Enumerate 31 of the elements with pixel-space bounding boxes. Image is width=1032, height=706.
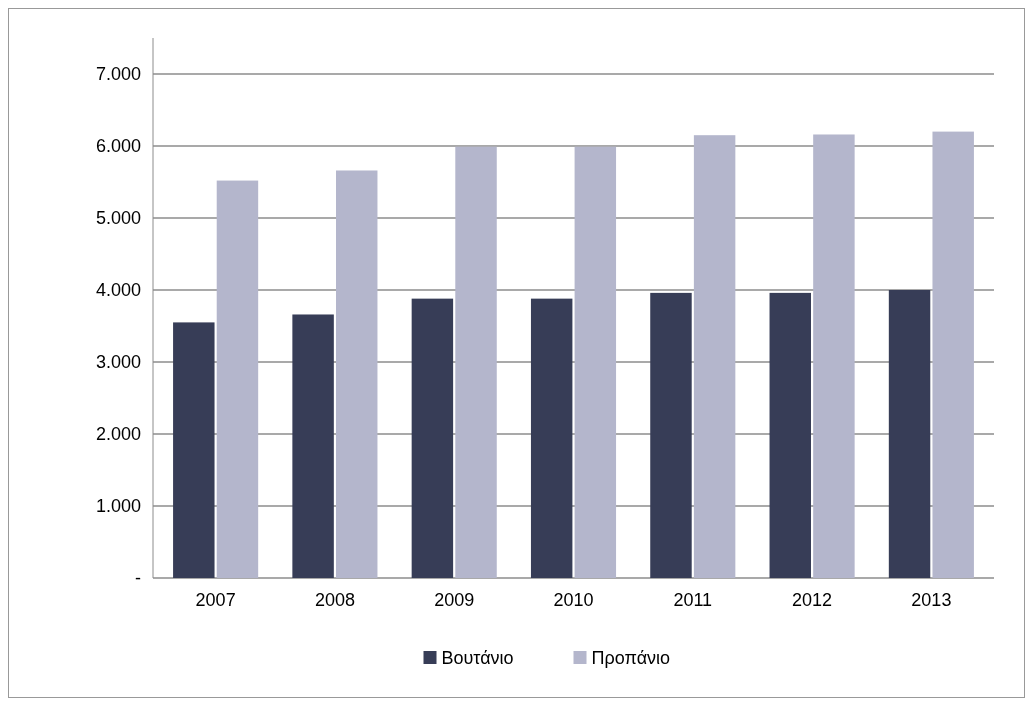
y-tick-label: 1.000 <box>95 496 141 517</box>
bar <box>411 298 454 578</box>
y-tick-label: 5.000 <box>95 208 141 229</box>
bar <box>932 131 974 578</box>
x-tick-label: 2007 <box>195 590 236 610</box>
x-tick-label: 2012 <box>792 590 833 610</box>
y-tick-label: 3.000 <box>95 352 141 373</box>
x-tick-label: 2008 <box>314 590 355 610</box>
bar <box>693 135 736 578</box>
bar <box>173 322 215 578</box>
bar <box>650 292 692 578</box>
bar <box>216 180 259 578</box>
bar <box>336 170 378 578</box>
bar <box>292 314 334 578</box>
legend-label: Προπάνιο <box>591 648 671 669</box>
bar <box>813 134 855 578</box>
bar <box>888 290 931 578</box>
bar <box>530 298 573 578</box>
x-tick-label: 2011 <box>673 590 713 610</box>
bar <box>769 292 811 578</box>
y-tick-label: 2.000 <box>95 424 141 445</box>
y-tick-label: - <box>135 568 141 589</box>
bar <box>455 146 497 578</box>
x-tick-label: 2013 <box>911 590 952 610</box>
x-tick-label: 2010 <box>553 590 594 610</box>
bar <box>574 146 617 578</box>
y-tick-label: 6.000 <box>95 136 141 157</box>
x-tick-label: 2009 <box>434 590 475 610</box>
y-tick-label: 4.000 <box>95 280 141 301</box>
y-tick-label: 7.000 <box>95 64 141 85</box>
legend-label: Βουτάνιο <box>441 648 514 669</box>
